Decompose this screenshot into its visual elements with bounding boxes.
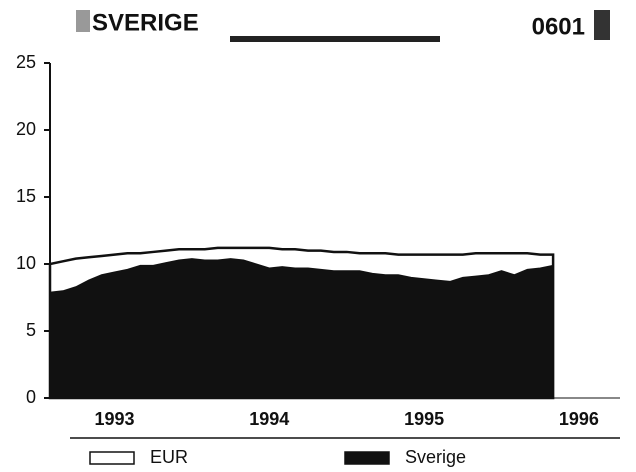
header-icon: [594, 10, 610, 40]
chart-title: SVERIGE: [92, 9, 199, 36]
y-tick-label: 25: [16, 52, 36, 72]
legend-label: EUR: [150, 447, 188, 467]
y-tick-label: 5: [26, 320, 36, 340]
x-tick-label: 1994: [249, 409, 289, 429]
y-tick-label: 20: [16, 119, 36, 139]
chart-code: 0601: [532, 13, 585, 40]
y-tick-label: 15: [16, 186, 36, 206]
legend-swatch: [344, 451, 390, 465]
legend-label: Sverige: [405, 447, 466, 467]
area: [49, 258, 554, 399]
x-tick-label: 1995: [404, 409, 444, 429]
x-tick-label: 1996: [559, 409, 599, 429]
y-tick-label: 0: [26, 387, 36, 407]
header-decoration: [76, 10, 90, 32]
x-tick-label: 1993: [94, 409, 134, 429]
y-tick-label: 10: [16, 253, 36, 273]
legend-swatch: [89, 451, 135, 465]
header-bar: [230, 36, 440, 42]
